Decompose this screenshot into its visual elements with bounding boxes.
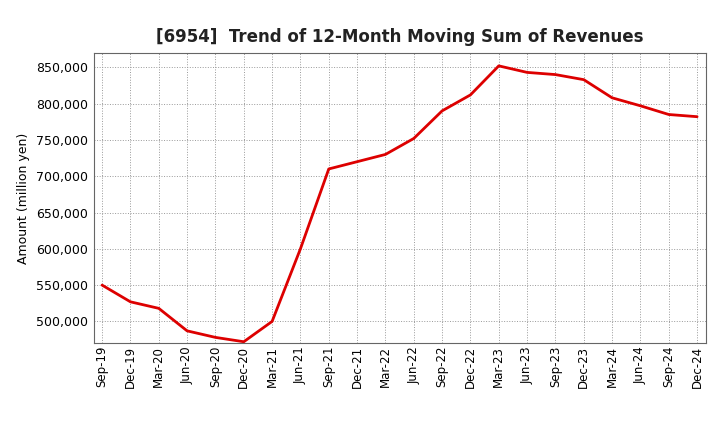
Y-axis label: Amount (million yen): Amount (million yen) (17, 132, 30, 264)
Title: [6954]  Trend of 12-Month Moving Sum of Revenues: [6954] Trend of 12-Month Moving Sum of R… (156, 28, 644, 46)
